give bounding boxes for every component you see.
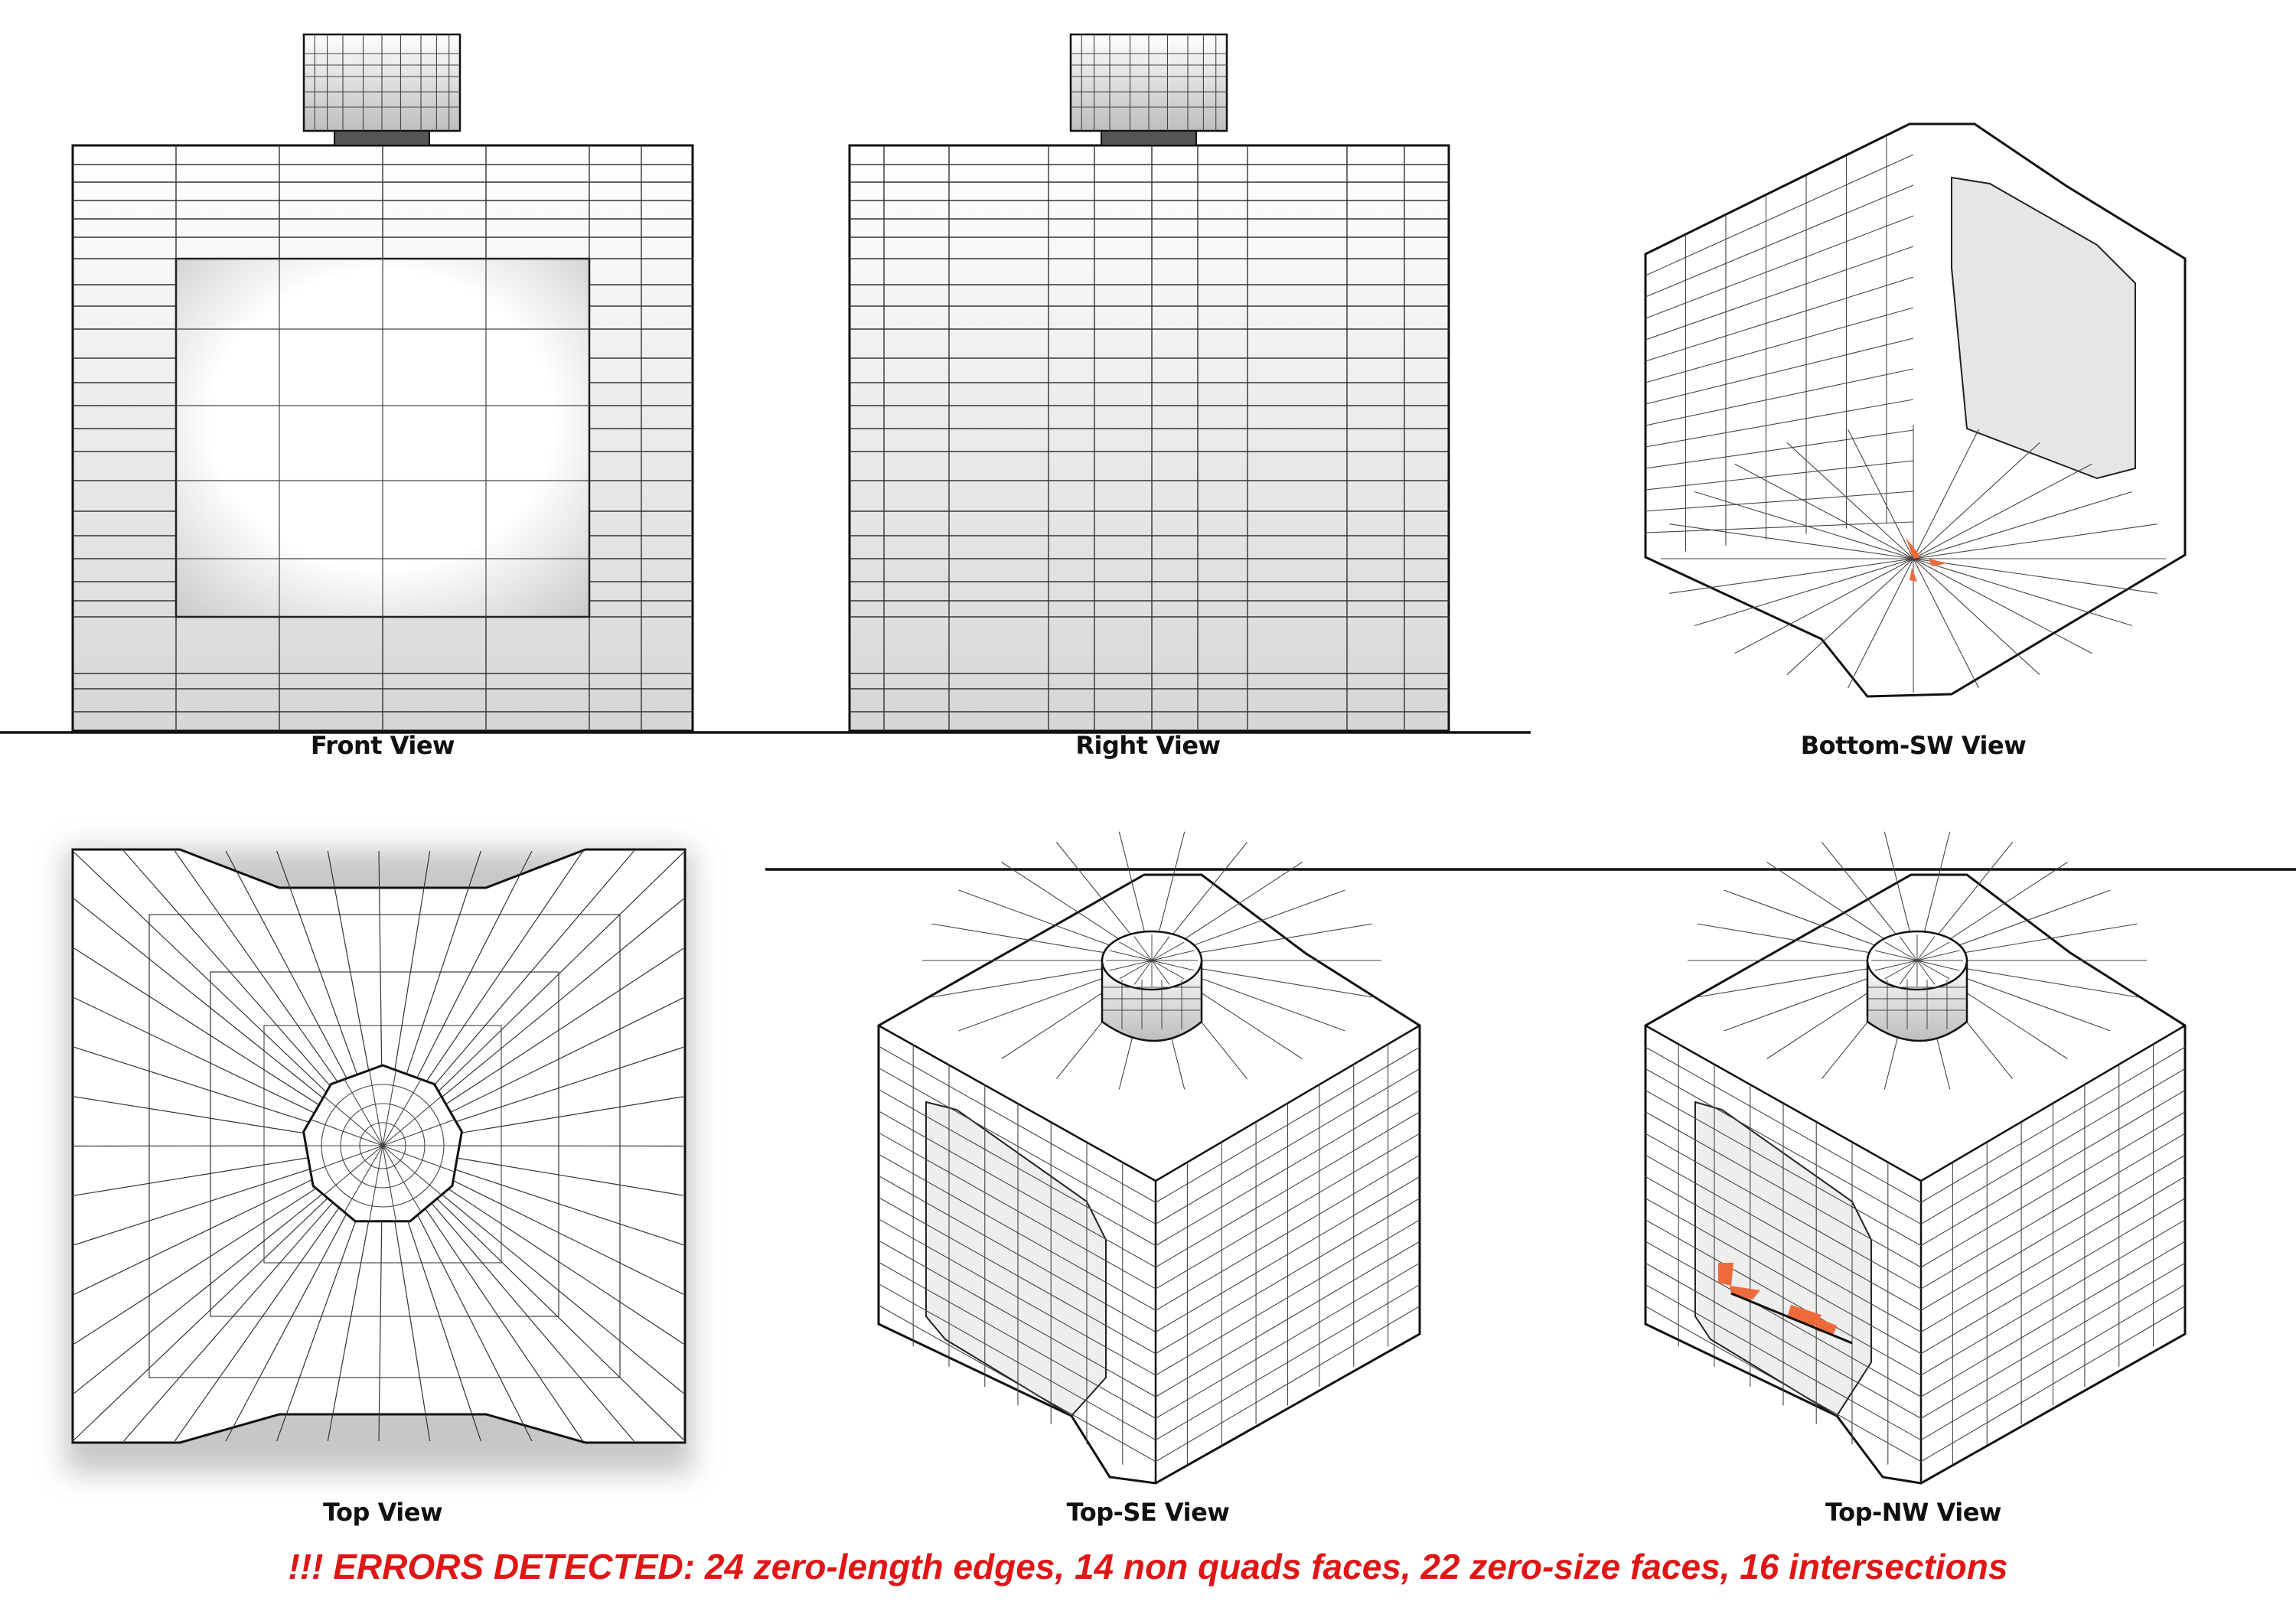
bottom-sw-opening <box>1951 176 2136 480</box>
bottom-sw-error-face <box>1929 559 1948 566</box>
top-se-view <box>877 831 1421 1485</box>
front-view <box>71 33 694 732</box>
right-view-label: Right View <box>1075 731 1221 760</box>
top-nw-view <box>1644 831 2187 1485</box>
front-view-label: Front View <box>310 731 455 760</box>
top-nw-view-label: Top-NW View <box>1825 1498 2001 1527</box>
bottom-sw-view-label: Bottom-SW View <box>1800 731 2027 760</box>
top-view <box>65 848 693 1473</box>
right-mesh-grid <box>850 145 1449 731</box>
right-view <box>848 33 1450 732</box>
right-knob <box>1069 33 1228 146</box>
top-se-opening <box>925 1101 1107 1417</box>
bottom-sw-error-face <box>1906 537 1921 559</box>
bottom-sw-mesh <box>1645 137 2166 693</box>
top-knob <box>302 1064 463 1223</box>
top-se-view-label: Top-SE View <box>1066 1498 1230 1527</box>
bottom-sw-error-face <box>1910 568 1917 582</box>
front-opening-mesh <box>176 259 589 617</box>
top-se-knob <box>1101 930 1203 1042</box>
top-nw-error-face <box>1718 1263 1733 1286</box>
top-nw-mesh <box>1645 831 2186 1465</box>
right-box <box>848 144 1450 732</box>
error-summary: !!! ERRORS DETECTED: 24 zero-length edge… <box>288 1547 2008 1587</box>
bottom-sw-view <box>1644 122 2187 698</box>
front-knob <box>302 33 461 146</box>
top-view-label: Top View <box>322 1498 443 1527</box>
top-nw-error-face <box>1787 1305 1821 1328</box>
top-nw-knob <box>1866 930 1968 1042</box>
